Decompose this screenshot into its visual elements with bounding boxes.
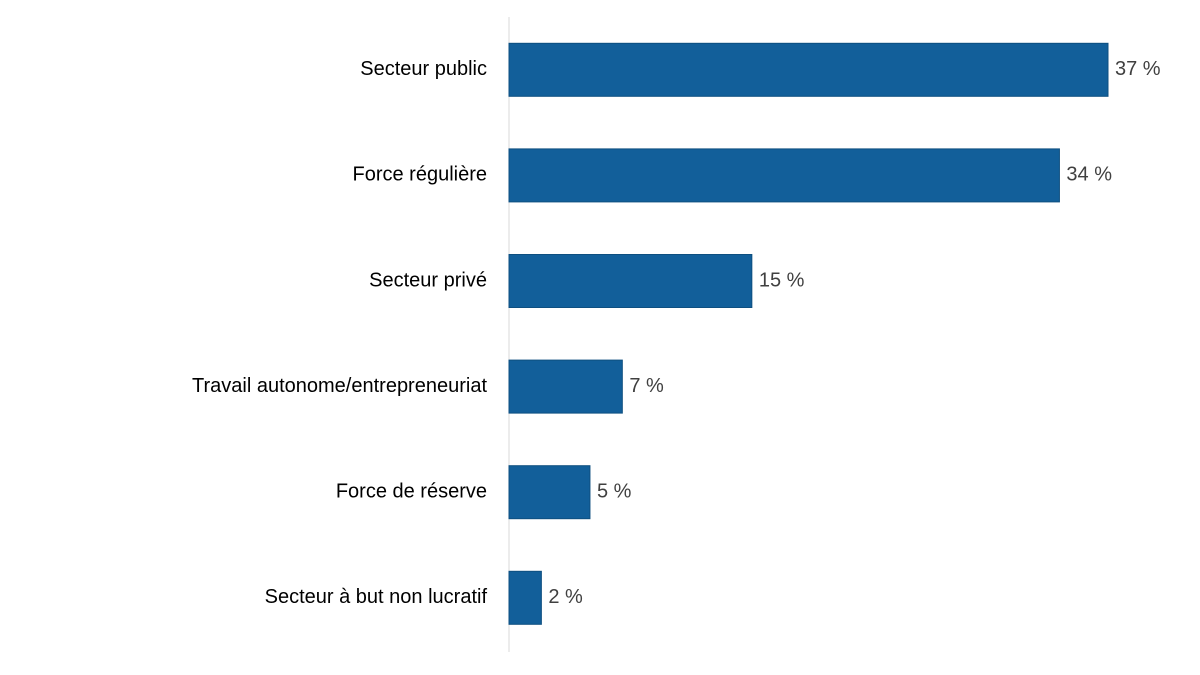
y-tick-label: Secteur à but non lucratif <box>265 586 488 608</box>
bar <box>508 465 591 520</box>
data-label: 34 % <box>1066 164 1112 186</box>
y-tick-label: Force de réserve <box>336 480 487 502</box>
data-label: 7 % <box>629 375 664 397</box>
data-label: 37 % <box>1115 58 1161 80</box>
bar <box>508 359 623 414</box>
data-label: 15 % <box>759 269 805 291</box>
y-tick-label: Force régulière <box>352 164 487 186</box>
bar <box>508 254 753 308</box>
y-tick-label: Secteur privé <box>369 269 487 291</box>
data-label: 2 % <box>548 586 583 608</box>
bar <box>508 42 1109 97</box>
bar <box>508 570 542 625</box>
bar <box>508 148 1060 203</box>
y-tick-label: Secteur public <box>360 58 487 80</box>
data-label: 5 % <box>597 480 632 502</box>
y-tick-label: Travail autonome/entrepreneuriat <box>192 375 487 397</box>
